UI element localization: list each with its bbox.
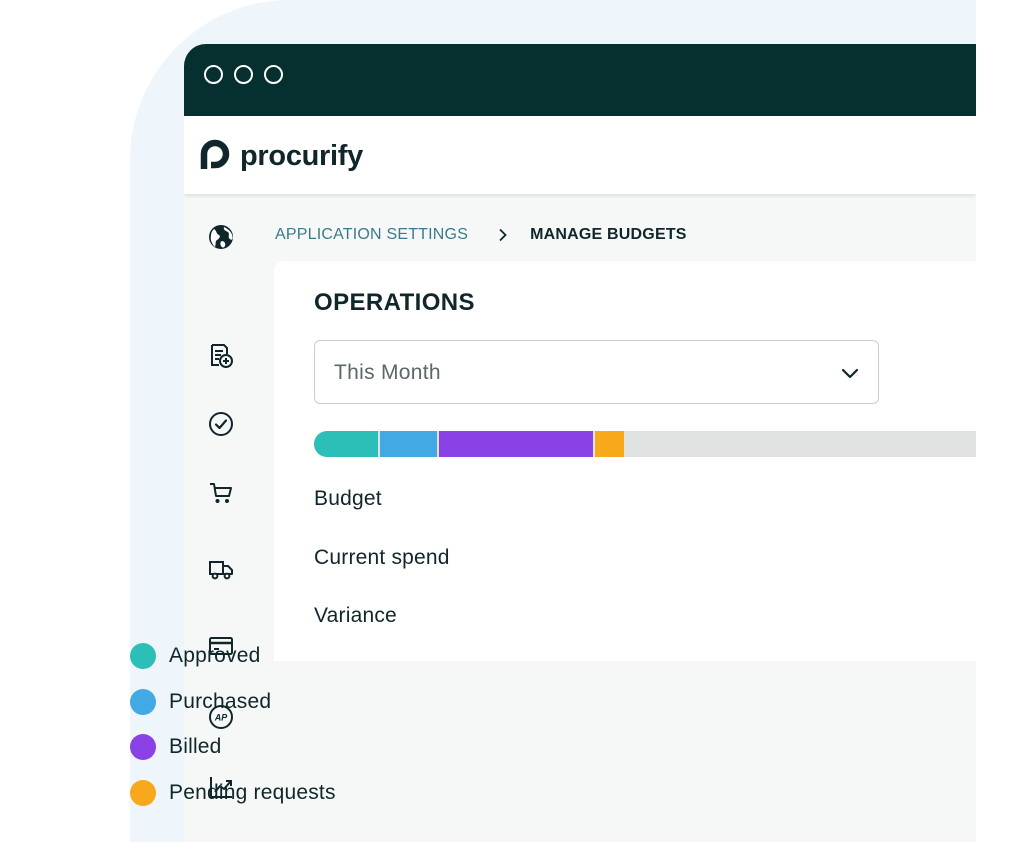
legend-item: Pending requests <box>130 780 336 806</box>
period-select-value: This Month <box>334 361 441 384</box>
legend-label: Approved <box>169 644 261 667</box>
legend-item: Approved <box>130 643 261 669</box>
budget-title: OPERATIONS <box>314 289 475 316</box>
app-window: procurify <box>184 44 976 842</box>
window-maximize-dot[interactable] <box>264 65 283 84</box>
legend-dot <box>130 780 156 806</box>
period-select[interactable]: This Month <box>314 340 879 404</box>
sidebar-item-approvals[interactable] <box>207 410 235 438</box>
app-header: procurify <box>184 116 976 194</box>
procurify-logo[interactable]: procurify <box>200 139 363 173</box>
procurify-logo-icon <box>200 139 230 169</box>
sidebar-item-procurement[interactable] <box>207 479 235 507</box>
window-minimize-dot[interactable] <box>234 65 253 84</box>
budget-bar-segment-approved <box>314 431 378 457</box>
legend-label: Pending requests <box>169 781 336 804</box>
budget-bar-segment-purchased <box>380 431 437 457</box>
ap-icon: AP <box>209 705 233 729</box>
breadcrumb: APPLICATION SETTINGS MANAGE BUDGETS <box>275 226 687 244</box>
legend-label: Billed <box>169 735 222 758</box>
legend-dot <box>130 734 156 760</box>
sidebar-item-receiving[interactable] <box>207 555 235 583</box>
window-close-dot[interactable] <box>204 65 223 84</box>
credit-card-icon <box>209 637 233 655</box>
sidebar-item-requests[interactable] <box>207 342 235 370</box>
budget-progress-bar <box>314 431 976 457</box>
breadcrumb-manage-budgets: MANAGE BUDGETS <box>530 226 687 243</box>
variance-label: Variance <box>314 604 397 627</box>
truck-icon <box>209 561 233 580</box>
sidebar-nav: AP <box>184 196 258 842</box>
budget-bar-segment-pending <box>595 431 624 457</box>
sidebar-item-analytics[interactable] <box>207 773 235 801</box>
current-spend-label: Current spend <box>314 546 450 569</box>
breadcrumb-application-settings[interactable]: APPLICATION SETTINGS <box>275 226 469 243</box>
legend-dot <box>130 689 156 715</box>
chevron-down-icon <box>841 368 859 379</box>
add-request-icon <box>211 344 233 368</box>
cart-icon <box>210 483 232 503</box>
legend-label: Purchased <box>169 690 272 713</box>
svg-text:AP: AP <box>214 713 228 723</box>
legend-item: Purchased <box>130 689 271 715</box>
window-titlebar <box>184 44 976 116</box>
chevron-right-icon <box>499 228 507 242</box>
globe-icon <box>209 225 233 249</box>
legend-dot <box>130 643 156 669</box>
budget-bar-segment-billed <box>439 431 593 457</box>
sidebar-item-globe[interactable] <box>207 223 235 251</box>
approval-check-icon <box>209 412 233 436</box>
brand-name: procurify <box>240 139 363 172</box>
sidebar-item-payments[interactable] <box>207 632 235 660</box>
budget-card: OPERATIONS This Month Budget Current spe… <box>274 261 976 661</box>
budget-label: Budget <box>314 487 382 510</box>
sidebar-item-accounts-payable[interactable]: AP <box>207 703 235 731</box>
legend-item: Billed <box>130 734 222 760</box>
analytics-chart-icon <box>210 777 232 798</box>
